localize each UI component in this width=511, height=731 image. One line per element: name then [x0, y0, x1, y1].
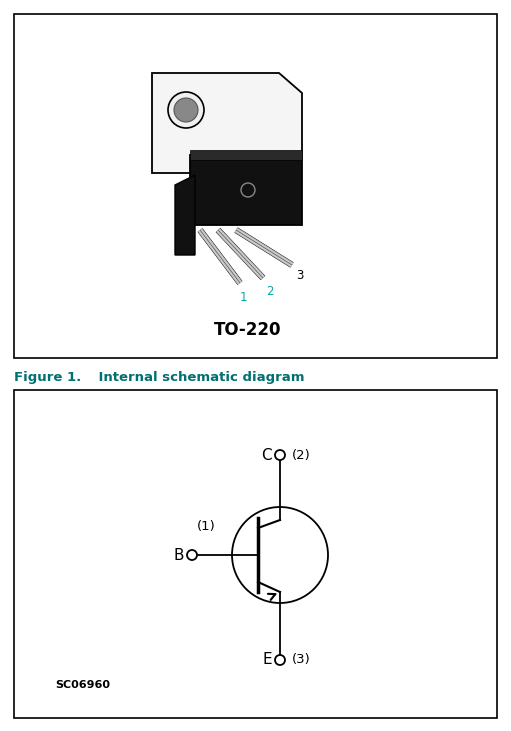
Bar [14, 390, 497, 718]
Polygon shape [175, 175, 195, 255]
Text: (1): (1) [197, 520, 216, 533]
Text: 2: 2 [266, 285, 273, 298]
Text: B: B [174, 548, 184, 562]
Text: Internal schematic diagram: Internal schematic diagram [80, 371, 305, 385]
Circle shape [168, 92, 204, 128]
Circle shape [232, 507, 328, 603]
Circle shape [275, 655, 285, 665]
Bar [14, 14, 497, 358]
Text: C: C [261, 447, 272, 463]
Text: E: E [262, 653, 272, 667]
Polygon shape [190, 155, 302, 225]
Circle shape [275, 450, 285, 460]
Text: SC06960: SC06960 [55, 680, 110, 690]
Polygon shape [152, 73, 302, 173]
Text: Figure 1.: Figure 1. [14, 371, 81, 385]
Text: 1: 1 [240, 291, 247, 304]
Polygon shape [190, 150, 302, 160]
Text: (3): (3) [292, 654, 311, 667]
Text: TO-220: TO-220 [214, 321, 282, 339]
Circle shape [174, 98, 198, 122]
Text: 3: 3 [296, 269, 304, 282]
Text: (2): (2) [292, 449, 311, 461]
Circle shape [187, 550, 197, 560]
